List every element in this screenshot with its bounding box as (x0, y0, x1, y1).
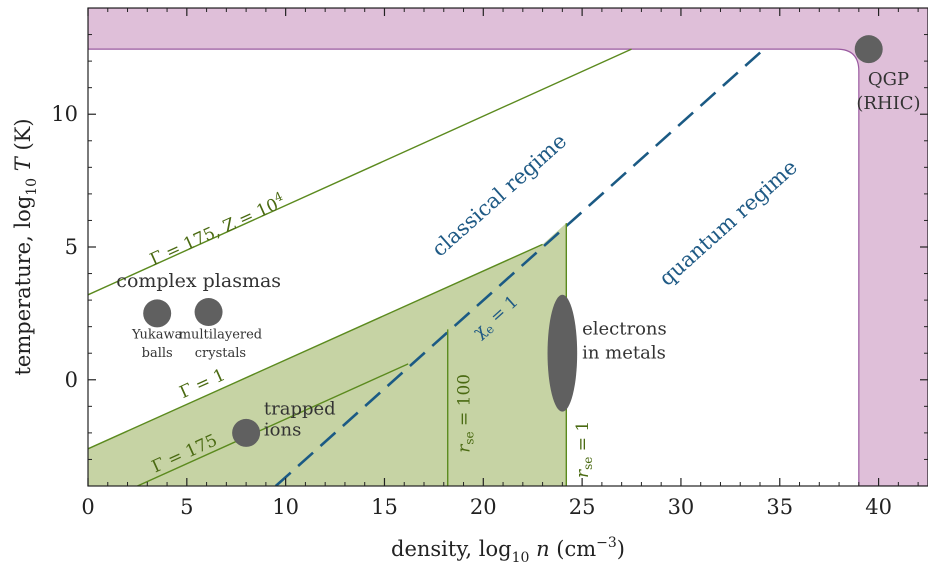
point-multilayered-crystals (194, 298, 223, 327)
line-e-1 (274, 48, 765, 486)
electrons-in-metals-ellipse (547, 294, 578, 412)
x-tick-label: 35 (766, 495, 793, 519)
y-tick-label: 10 (51, 102, 78, 126)
x-axis-title: density, log10 n (cm−3) (391, 535, 625, 566)
point-trapped-ions (232, 418, 261, 447)
yukawa-label-line2: balls (142, 346, 173, 361)
point-yukawa-balls (143, 299, 172, 328)
qgp-region (88, 8, 928, 486)
x-tick-label: 0 (81, 495, 94, 519)
electrons-label-line1: electrons (582, 319, 667, 340)
x-tick-label: 30 (668, 495, 695, 519)
y-tick-label: 0 (65, 368, 78, 392)
x-tick-label: 5 (180, 495, 193, 519)
x-tick-label: 10 (272, 495, 299, 519)
multilayered-label-line1: multilayered (179, 328, 262, 343)
quantum-regime-label: quantum regime (654, 155, 802, 291)
y-tick-label: 5 (65, 235, 78, 259)
trapped-ions-label-line1: trapped (264, 398, 336, 419)
gamma-175-z-label: Γ = 175, Z = 104 (146, 189, 289, 270)
line-1 (88, 243, 543, 450)
rse-1-label: rse = 1 (573, 421, 595, 478)
x-tick-label: 20 (470, 495, 497, 519)
point-qgp-rhic (854, 35, 883, 64)
yukawa-label-line1: Yukawa (131, 328, 183, 343)
y-axis-title: temperature, log10 T (K) (11, 118, 40, 375)
rse-100-label: rse = 100 (454, 374, 476, 453)
multilayered-label-line2: crystals (195, 346, 246, 361)
line-175-z-10 (88, 48, 632, 296)
electrons-label-line2: in metals (582, 343, 666, 364)
x-tick-label: 15 (371, 495, 398, 519)
x-tick-label: 40 (865, 495, 892, 519)
qgp-label-line1: QGP (868, 69, 909, 90)
trapped-ions-label-line2: ions (264, 420, 301, 441)
complex-plasmas-label: complex plasmas (116, 270, 281, 292)
line-175 (137, 363, 409, 486)
qgp-label-line2: (RHIC) (856, 93, 920, 114)
strongly-coupled-region (88, 223, 567, 486)
x-tick-label: 25 (569, 495, 596, 519)
